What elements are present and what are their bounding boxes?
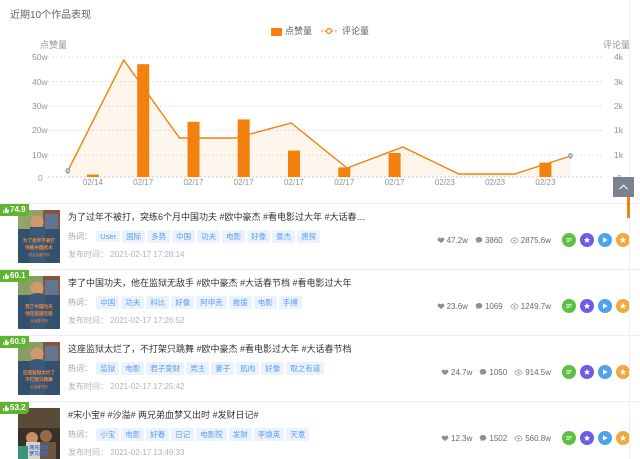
svg-text:梦又出时: 梦又出时 — [29, 450, 48, 457]
svg-text:两兄弟血: 两兄弟血 — [29, 444, 48, 451]
svg-text:为了坐牢不被打: 为了坐牢不被打 — [23, 237, 56, 244]
svg-text:这座监狱太烂了: 这座监狱太烂了 — [23, 369, 56, 376]
svg-text:的大话春节档: 的大话春节档 — [29, 252, 50, 257]
svg-text:大话春节档: 大话春节档 — [30, 318, 48, 323]
svg-text:我了中国功夫: 我了中国功夫 — [25, 303, 53, 310]
svg-text:大话春节档: 大话春节档 — [30, 384, 48, 389]
svg-text:不打架只跳舞: 不打架只跳舞 — [25, 376, 53, 383]
svg-text:突练中国武术: 突练中国武术 — [25, 244, 53, 251]
svg-text:他在监狱无敌: 他在监狱无敌 — [24, 310, 53, 317]
